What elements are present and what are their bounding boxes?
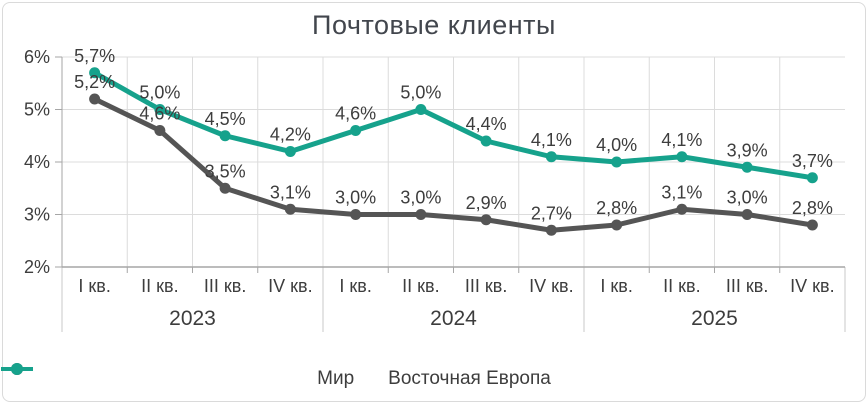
svg-text:4,1%: 4,1%: [661, 130, 702, 150]
svg-text:3,0%: 3,0%: [335, 188, 376, 208]
svg-text:III кв.: III кв.: [204, 276, 246, 296]
svg-text:IV кв.: IV кв.: [529, 276, 573, 296]
svg-text:4,2%: 4,2%: [270, 125, 311, 145]
svg-text:3%: 3%: [24, 205, 50, 225]
svg-text:4,0%: 4,0%: [596, 135, 637, 155]
svg-text:II кв.: II кв.: [141, 276, 178, 296]
legend-item-eastern-europe[interactable]: Восточная Европа: [1, 363, 551, 390]
svg-text:6%: 6%: [24, 47, 50, 67]
svg-text:IV кв.: IV кв.: [790, 276, 834, 296]
svg-text:3,9%: 3,9%: [727, 140, 768, 160]
svg-text:3,1%: 3,1%: [661, 182, 702, 202]
legend-label-eastern-europe: Восточная Европа: [388, 368, 551, 389]
svg-text:2023: 2023: [169, 307, 216, 330]
svg-text:3,0%: 3,0%: [400, 188, 441, 208]
svg-text:2025: 2025: [691, 307, 738, 330]
chart-svg: 6% 5% 4% 3% 2% I кв. II кв. III кв. IV кв. I кв. I…: [24, 46, 846, 332]
svg-text:I кв.: I кв.: [78, 276, 110, 296]
svg-text:2,8%: 2,8%: [596, 198, 637, 218]
svg-text:3,1%: 3,1%: [270, 182, 311, 202]
legend: Мир Восточная Европа: [0, 362, 868, 396]
svg-text:4,4%: 4,4%: [466, 114, 507, 134]
svg-text:5,0%: 5,0%: [400, 83, 441, 103]
line-marker-icon: [1, 363, 33, 375]
chart-title: Почтовые клиенты: [312, 10, 556, 40]
svg-text:3,5%: 3,5%: [205, 161, 246, 181]
svg-text:I кв.: I кв.: [339, 276, 371, 296]
svg-text:2,8%: 2,8%: [792, 198, 833, 218]
svg-text:3,7%: 3,7%: [792, 151, 833, 171]
svg-text:4,6%: 4,6%: [139, 104, 180, 124]
svg-text:2,9%: 2,9%: [466, 193, 507, 213]
svg-text:4,1%: 4,1%: [531, 130, 572, 150]
svg-text:5,0%: 5,0%: [139, 83, 180, 103]
svg-text:2024: 2024: [430, 307, 477, 330]
svg-text:3,0%: 3,0%: [727, 188, 768, 208]
svg-text:4%: 4%: [24, 152, 50, 172]
svg-text:5,2%: 5,2%: [74, 72, 115, 92]
svg-text:II кв.: II кв.: [402, 276, 439, 296]
legend-item-mir[interactable]: Мир: [1, 363, 355, 390]
svg-text:II кв.: II кв.: [663, 276, 700, 296]
svg-text:I кв.: I кв.: [600, 276, 632, 296]
svg-text:2%: 2%: [24, 257, 50, 277]
legend-label-mir: Мир: [317, 368, 355, 389]
svg-text:4,5%: 4,5%: [205, 109, 246, 129]
svg-text:5%: 5%: [24, 100, 50, 120]
svg-text:III кв.: III кв.: [465, 276, 507, 296]
svg-text:IV кв.: IV кв.: [268, 276, 312, 296]
svg-text:2,7%: 2,7%: [531, 203, 572, 223]
svg-text:III кв.: III кв.: [726, 276, 768, 296]
svg-text:4,6%: 4,6%: [335, 104, 376, 124]
svg-text:5,7%: 5,7%: [74, 46, 115, 66]
